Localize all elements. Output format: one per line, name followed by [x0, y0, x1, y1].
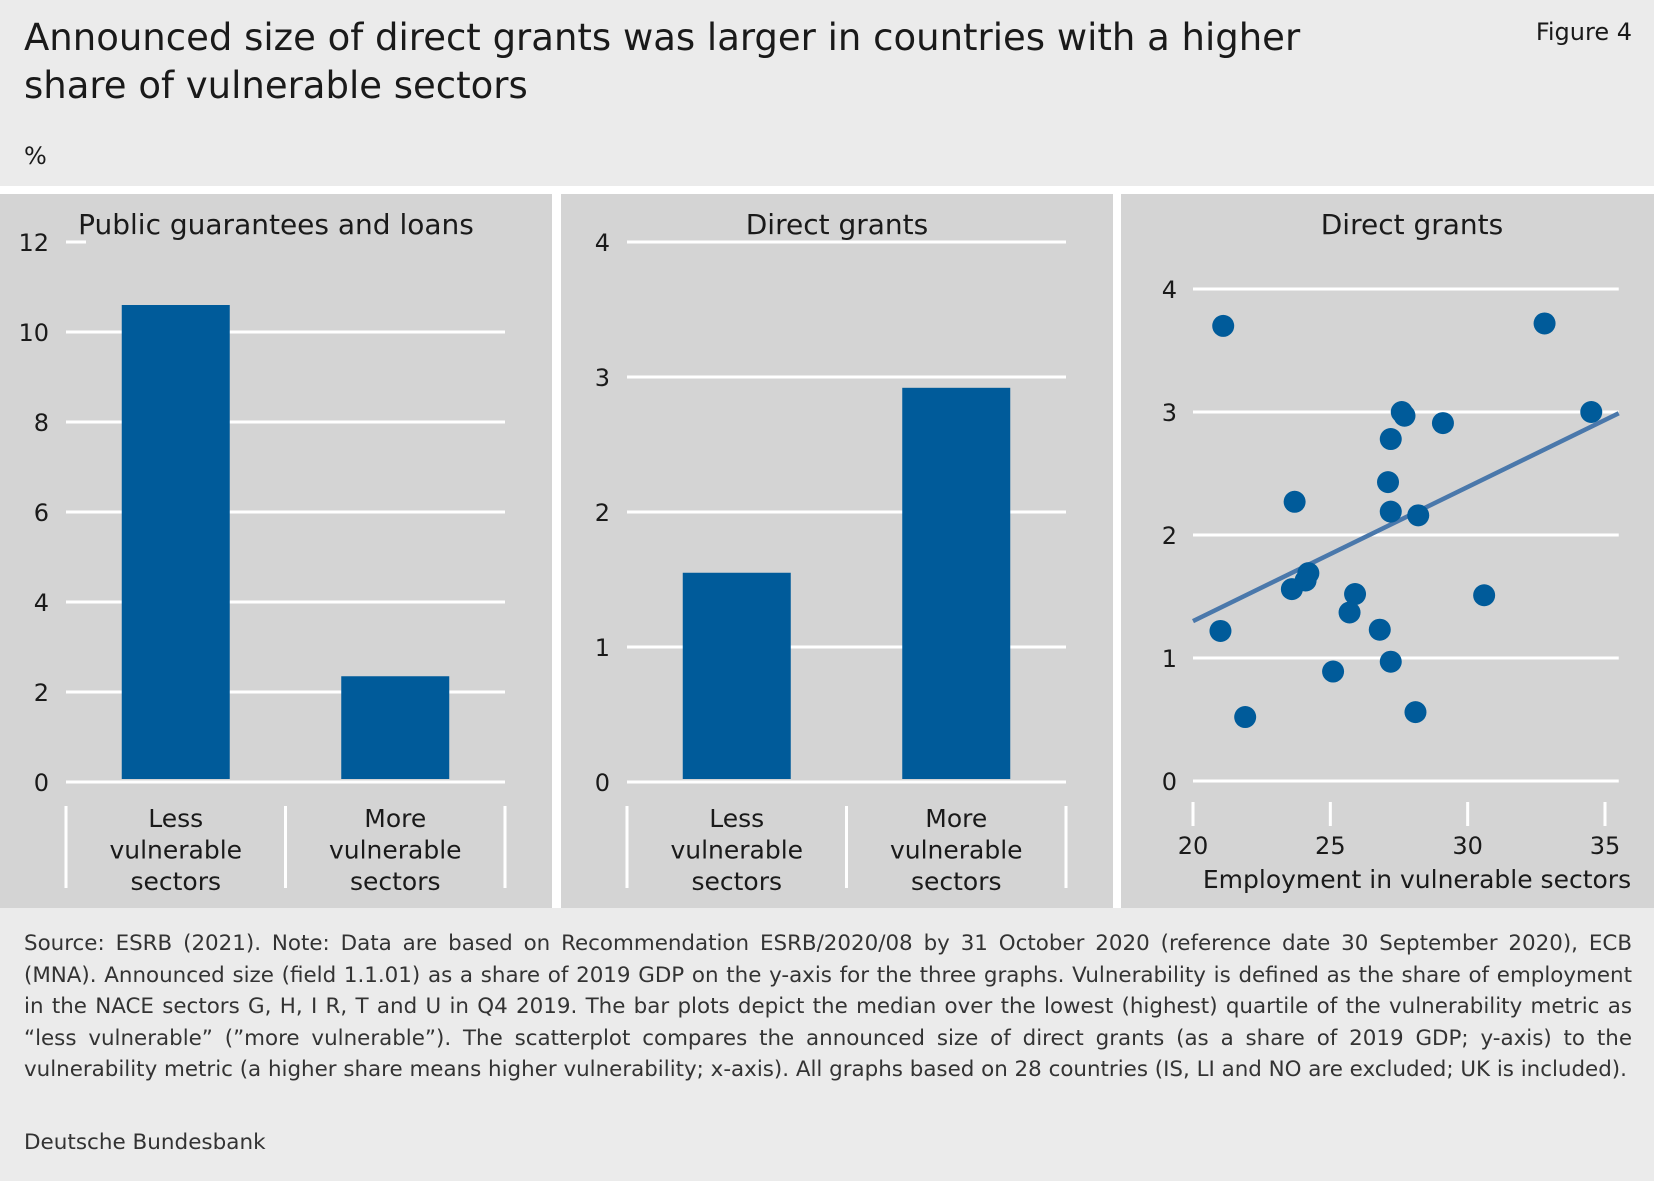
y-tick-label: 10	[18, 319, 49, 347]
scatter-point	[1379, 500, 1402, 523]
y-tick-label: 8	[34, 409, 49, 437]
category-label: vulnerable	[109, 836, 242, 865]
category-label: vulnerable	[890, 836, 1023, 865]
chart-title: Direct grants	[746, 208, 929, 241]
figure-title: Announced size of direct grants was larg…	[24, 16, 1301, 107]
scatter-point	[1379, 650, 1402, 673]
scatter-point	[1344, 583, 1367, 606]
category-label: vulnerable	[329, 836, 462, 865]
bar-less-vulnerable	[682, 572, 791, 779]
x-axis-label: Employment in vulnerable sectors	[1203, 865, 1631, 894]
scatter-chart-direct-grants: Direct grants 0 1 2 3 4 20 25 30 35 Employment in …	[1121, 194, 1654, 908]
scatter-point	[1533, 312, 1556, 335]
y-tick-label: 1	[1162, 645, 1177, 673]
category-label: sectors	[691, 867, 782, 896]
y-tick-label: 2	[595, 499, 610, 527]
x-tick-label: 25	[1315, 832, 1346, 860]
bar-less-vulnerable	[121, 305, 230, 779]
y-tick-label: 0	[595, 769, 610, 797]
category-label: More	[364, 804, 426, 833]
scatter-point	[1377, 471, 1400, 494]
scatter-point	[1407, 504, 1430, 527]
scatter-point	[1209, 619, 1232, 642]
scatter-point	[1212, 314, 1235, 337]
category-label: sectors	[350, 867, 441, 896]
scatter-point	[1368, 618, 1391, 641]
x-tick-label: 30	[1452, 832, 1483, 860]
bar-more-vulnerable	[341, 676, 450, 779]
bar-chart-direct-grants: Direct grants 0 1 2 3 4 Less vulnerable sectors M…	[561, 194, 1113, 908]
category-label: sectors	[911, 867, 1002, 896]
scatter-point	[1473, 584, 1496, 607]
scatter-point	[1393, 404, 1416, 427]
scatter-point	[1280, 578, 1303, 601]
scatter-chart-direct-grants-svg: Direct grants 0 1 2 3 4 20 25 30 35 Employment in …	[1121, 194, 1654, 908]
chart-title: Public guarantees and loans	[78, 208, 474, 241]
y-tick-label: 2	[34, 679, 49, 707]
y-tick-label: 0	[1162, 768, 1177, 796]
category-label: sectors	[130, 867, 221, 896]
plot-panel	[561, 194, 1113, 908]
trend-line	[1192, 411, 1620, 624]
category-label: Less	[148, 804, 203, 833]
scatter-point	[1404, 701, 1427, 724]
y-tick-label: 3	[1162, 399, 1177, 427]
y-tick-label: 2	[1162, 522, 1177, 550]
y-tick-label: 0	[34, 769, 49, 797]
scatter-point	[1283, 490, 1306, 513]
chart-title: Direct grants	[1321, 208, 1504, 241]
figure-number: Figure 4	[1535, 18, 1632, 46]
y-tick-label: 4	[595, 229, 610, 257]
y-tick-label: 4	[34, 589, 49, 617]
scatter-point	[1322, 660, 1345, 683]
bar-chart-guarantees-loans-svg: Public guarantees and loans 0 2 4 6 8 10 12 Less…	[0, 194, 552, 908]
scatter-point	[1234, 706, 1257, 729]
scatter-point	[1379, 428, 1402, 451]
y-tick-label: 6	[34, 499, 49, 527]
y-tick-label: 3	[595, 364, 610, 392]
x-tick-label: 35	[1590, 832, 1621, 860]
x-tick-label: 20	[1178, 832, 1209, 860]
category-label: vulnerable	[670, 836, 803, 865]
category-label: Less	[709, 804, 764, 833]
figure-header: Announced size of direct grants was larg…	[0, 0, 1654, 186]
bar-chart-direct-grants-svg: Direct grants01234LessvulnerablesectorsM…	[561, 194, 1113, 908]
y-tick-label: 4	[1162, 276, 1177, 304]
category-label: More	[925, 804, 987, 833]
bar-chart-guarantees-loans: Public guarantees and loans 0 2 4 6 8 10 12 Less…	[0, 194, 552, 908]
source-note: Source: ESRB (2021). Note: Data are base…	[24, 931, 1632, 1082]
plot-panel	[0, 194, 552, 908]
y-tick-label: 12	[18, 229, 49, 257]
publisher-label: Deutsche Bundesbank	[24, 1130, 266, 1155]
y-tick-label: 1	[595, 634, 610, 662]
scatter-point	[1338, 601, 1361, 624]
scatter-point	[1431, 412, 1454, 435]
bar-more-vulnerable	[902, 387, 1011, 779]
scatter-point	[1580, 401, 1603, 423]
plot-panel	[1121, 194, 1654, 908]
figure-footer: Source: ESRB (2021). Note: Data are base…	[0, 908, 1654, 1181]
unit-label: %	[24, 142, 47, 170]
